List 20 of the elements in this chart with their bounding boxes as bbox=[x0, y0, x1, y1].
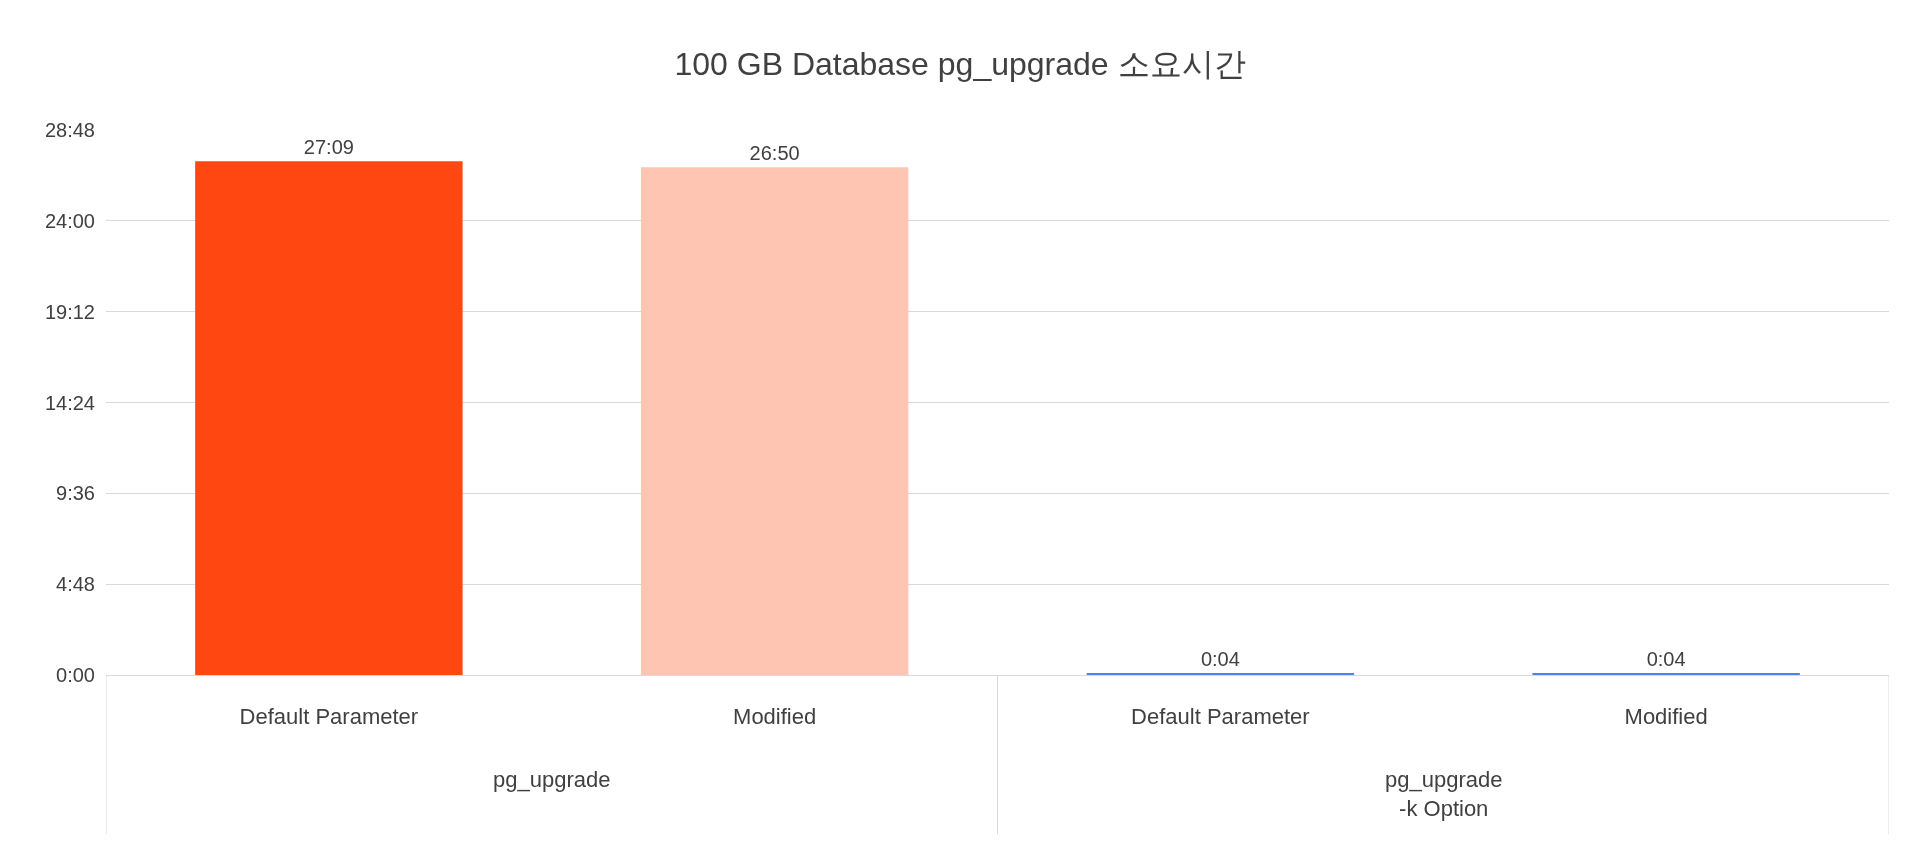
x-tick-label: Modified bbox=[1624, 704, 1708, 730]
data-label: 27:09 bbox=[303, 136, 354, 159]
y-tick-label: 19:12 bbox=[44, 300, 95, 323]
x-tick-label: Default Parameter bbox=[239, 704, 419, 730]
data-label: 26:50 bbox=[749, 142, 800, 165]
x-tick-label: Default Parameter bbox=[1131, 704, 1310, 730]
text: pg_upgrade -k Option bbox=[1385, 767, 1503, 821]
bar bbox=[640, 167, 909, 675]
y-tick-label: 0:00 bbox=[56, 664, 95, 686]
text: pg_upgrade bbox=[493, 767, 611, 792]
y-tick-label: 28:48 bbox=[44, 119, 95, 141]
x-tick-label: Modified bbox=[733, 704, 817, 730]
y-tick-label: 14:24 bbox=[44, 391, 95, 414]
data-label: 0:04 bbox=[1200, 648, 1240, 670]
data-label: 0:04 bbox=[1646, 648, 1686, 670]
y-tick-label: 24:00 bbox=[44, 209, 95, 232]
y-tick-label: 4:48 bbox=[56, 573, 95, 596]
y-tick-label: 9:36 bbox=[56, 482, 95, 505]
chart-title: 100 GB Database pg_upgrade 소요시간 bbox=[674, 46, 1246, 83]
bar bbox=[195, 161, 463, 675]
